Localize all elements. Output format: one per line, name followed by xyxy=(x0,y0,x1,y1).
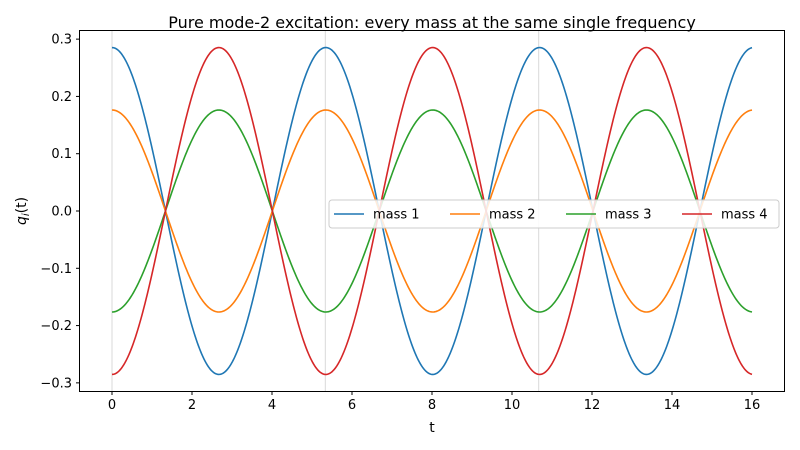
y-tick-label: 0.1 xyxy=(51,147,72,162)
y-tick-label: −0.2 xyxy=(40,319,72,334)
series-lines xyxy=(111,46,753,376)
y-axis-label: qi(t) xyxy=(14,197,32,225)
series-line-mass-3 xyxy=(111,109,753,313)
legend-label: mass 3 xyxy=(605,208,652,223)
x-tick-label: 14 xyxy=(664,398,681,413)
y-tick-label: −0.3 xyxy=(40,376,72,391)
y-tick-label: −0.1 xyxy=(40,262,72,277)
x-tick-label: 2 xyxy=(188,398,196,413)
series-line-mass-4 xyxy=(111,46,753,376)
x-axis-label: t xyxy=(429,420,435,436)
legend-label: mass 4 xyxy=(721,208,768,223)
x-tick-label: 6 xyxy=(348,398,356,413)
x-tick-label: 10 xyxy=(504,398,521,413)
y-tick-label: 0.0 xyxy=(51,205,72,220)
series-line-mass-1 xyxy=(111,46,753,376)
y-tick-label: 0.3 xyxy=(51,33,72,48)
x-tick-label: 16 xyxy=(744,398,761,413)
x-tick-label: 8 xyxy=(428,398,436,413)
series-line-mass-2 xyxy=(111,109,753,313)
legend: mass 1 mass 2 mass 3 mass 4 xyxy=(328,199,780,229)
x-tick-label: 4 xyxy=(268,398,276,413)
x-tick-label: 12 xyxy=(584,398,601,413)
legend-box xyxy=(328,199,780,229)
legend-label: mass 1 xyxy=(373,208,420,223)
x-axis: 0 2 4 6 8 10 12 14 16 xyxy=(108,391,760,413)
x-tick-label: 0 xyxy=(108,398,116,413)
chart-title: Pure mode-2 excitation: every mass at th… xyxy=(168,13,696,32)
legend-label: mass 2 xyxy=(489,208,536,223)
y-axis: −0.3 −0.2 −0.1 0.0 0.1 0.2 0.3 xyxy=(40,33,80,391)
y-tick-label: 0.2 xyxy=(51,90,72,105)
